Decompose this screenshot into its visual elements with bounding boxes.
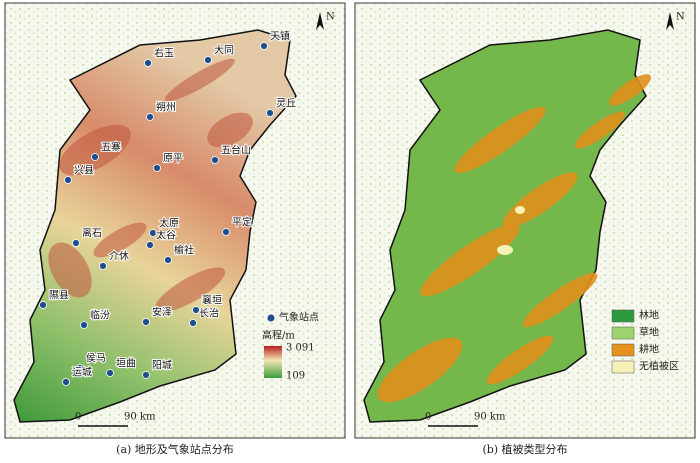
legend-label: 无植被区 (639, 360, 679, 373)
farmland (377, 337, 463, 403)
station (189, 319, 197, 327)
farmland (609, 74, 651, 106)
station-label: 临汾 (90, 309, 110, 322)
legend-swatch (611, 360, 635, 374)
north-arrow (316, 12, 324, 30)
station-label: 榆社 (174, 244, 194, 257)
caption: (a) 地形及气象站点分布 (116, 442, 234, 456)
station (164, 256, 172, 264)
north-label: N (326, 12, 335, 23)
legend-label: 气象站点 (279, 311, 319, 324)
station-label: 运城 (72, 367, 92, 379)
legend-station (267, 314, 275, 322)
station-label: 五台山 (221, 144, 251, 157)
mountain (93, 222, 147, 258)
station-label: 襄垣 (202, 294, 222, 307)
station-label: 太原 (159, 217, 179, 230)
station (260, 42, 268, 50)
station (149, 229, 157, 237)
station-label: 隰县 (49, 290, 69, 302)
station (153, 164, 161, 172)
station (146, 241, 154, 249)
farmland (575, 111, 625, 149)
legend-min: 109 (286, 371, 305, 382)
station (266, 109, 274, 117)
station (144, 59, 152, 67)
station-label: 阳城 (152, 360, 172, 372)
station-label: 平定 (232, 216, 252, 229)
station (72, 239, 80, 247)
station-label: 大同 (214, 44, 234, 57)
mountain (48, 242, 92, 298)
scale-start: 0 (425, 412, 431, 423)
station (146, 113, 154, 121)
station (64, 176, 72, 184)
station (204, 56, 212, 64)
legend-swatch (611, 309, 635, 323)
station-label: 灵丘 (276, 98, 296, 110)
station (39, 301, 47, 309)
station (91, 153, 99, 161)
bare (497, 245, 513, 255)
station-label: 离石 (82, 227, 102, 240)
station-label: 长治 (199, 307, 219, 320)
mountain (165, 58, 235, 102)
legend-max: 3 091 (286, 343, 315, 354)
station (192, 306, 200, 314)
bare (515, 206, 525, 214)
station-label: 原平 (163, 153, 183, 165)
station (80, 321, 88, 329)
mountain (59, 124, 131, 176)
scale-start: 0 (75, 412, 81, 423)
station-label: 朔州 (156, 101, 176, 114)
legend-label: 草地 (639, 326, 659, 339)
legend-swatch (611, 343, 635, 357)
mountain (154, 267, 226, 313)
station (76, 364, 84, 372)
station-label: 太谷 (156, 229, 176, 242)
mountain (207, 112, 253, 148)
station-label: 安泽 (152, 306, 172, 319)
farmland (420, 223, 520, 297)
caption: (b) 植被类型分布 (482, 442, 567, 456)
station-label: 垣曲 (116, 358, 136, 370)
station-label: 介休 (109, 251, 129, 263)
station (106, 369, 114, 377)
station-label: 右玉 (154, 47, 174, 60)
farmland (454, 106, 546, 174)
station (142, 318, 150, 326)
legend-title: 高程/m (262, 329, 295, 342)
station (211, 156, 219, 164)
station-label: 兴县 (74, 165, 94, 177)
farmland (486, 335, 554, 385)
station (99, 262, 107, 270)
legend-label: 林地 (639, 309, 659, 322)
elevation-bar (264, 346, 282, 378)
legend-swatch (611, 326, 635, 340)
station-label: 侯马 (86, 352, 106, 365)
station (142, 371, 150, 379)
station-label: 天镇 (270, 30, 290, 43)
station (222, 228, 230, 236)
station (62, 378, 70, 386)
legend-label: 耕地 (639, 343, 659, 356)
north-label: N (676, 12, 685, 23)
station-label: 五寨 (101, 141, 121, 154)
farmland (522, 272, 598, 328)
scale-end: 90 km (474, 412, 506, 423)
north-arrow (666, 12, 674, 30)
scale-end: 90 km (124, 412, 156, 423)
